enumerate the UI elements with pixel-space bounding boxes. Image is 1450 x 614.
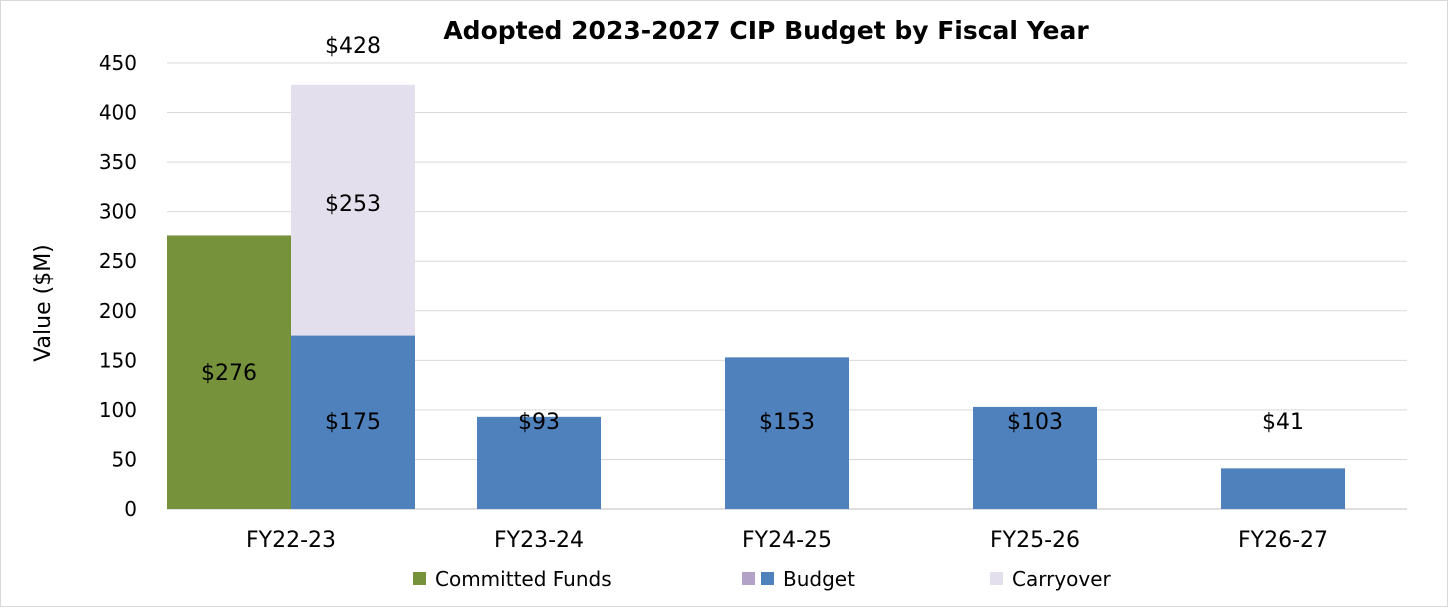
bar-budget (973, 406, 1097, 509)
data-label: $153 (759, 410, 815, 435)
bar-committed-funds (167, 235, 291, 509)
data-label: $41 (1262, 410, 1304, 435)
legend: Committed Funds Budget Carryover (413, 567, 1112, 591)
x-tick-labels: FY22-23 FY23-24 FY24-25 FY25-26 FY26-27 (246, 528, 1328, 553)
bar-budget (477, 416, 601, 509)
y-tick-labels: 0 50 100 150 200 250 300 350 400 450 (99, 51, 137, 521)
data-label: $175 (325, 410, 381, 435)
y-tick-label: 150 (99, 348, 137, 372)
total-label: $428 (325, 34, 381, 59)
data-label: $253 (325, 192, 381, 217)
bar-carryover (291, 84, 415, 336)
y-tick-label: 400 (99, 101, 137, 125)
x-tick-label: FY23-24 (494, 528, 584, 553)
bar-budget (725, 357, 849, 509)
x-tick-label: FY25-26 (990, 528, 1080, 553)
legend-label: Committed Funds (435, 567, 612, 591)
y-tick-label: 0 (124, 497, 137, 521)
y-tick-label: 300 (99, 200, 137, 224)
y-tick-label: 250 (99, 249, 137, 273)
y-tick-label: 350 (99, 150, 137, 174)
legend-label: Carryover (1012, 567, 1112, 591)
x-tick-label: FY24-25 (742, 528, 832, 553)
data-label: $276 (201, 361, 257, 386)
y-tick-label: 100 (99, 398, 137, 422)
legend-swatch (761, 572, 774, 585)
x-tick-label: FY26-27 (1238, 528, 1328, 553)
bars (167, 84, 1345, 509)
legend-label: Budget (783, 567, 855, 591)
y-axis-label: Value ($M) (31, 244, 56, 362)
bar-budget (1221, 468, 1345, 509)
y-tick-label: 450 (99, 51, 137, 75)
data-label: $103 (1007, 410, 1063, 435)
bar-budget (291, 335, 415, 509)
x-tick-label: FY22-23 (246, 528, 336, 553)
y-tick-label: 50 (112, 447, 137, 471)
data-labels: $276 $175 $253 $428 $93 $153 $103 $41 (201, 34, 1304, 435)
legend-swatch (413, 572, 426, 585)
data-label: $93 (518, 410, 560, 435)
legend-swatch (990, 572, 1003, 585)
legend-swatch (742, 572, 755, 585)
y-tick-label: 200 (99, 299, 137, 323)
chart-title: Adopted 2023-2027 CIP Budget by Fiscal Y… (443, 16, 1089, 45)
